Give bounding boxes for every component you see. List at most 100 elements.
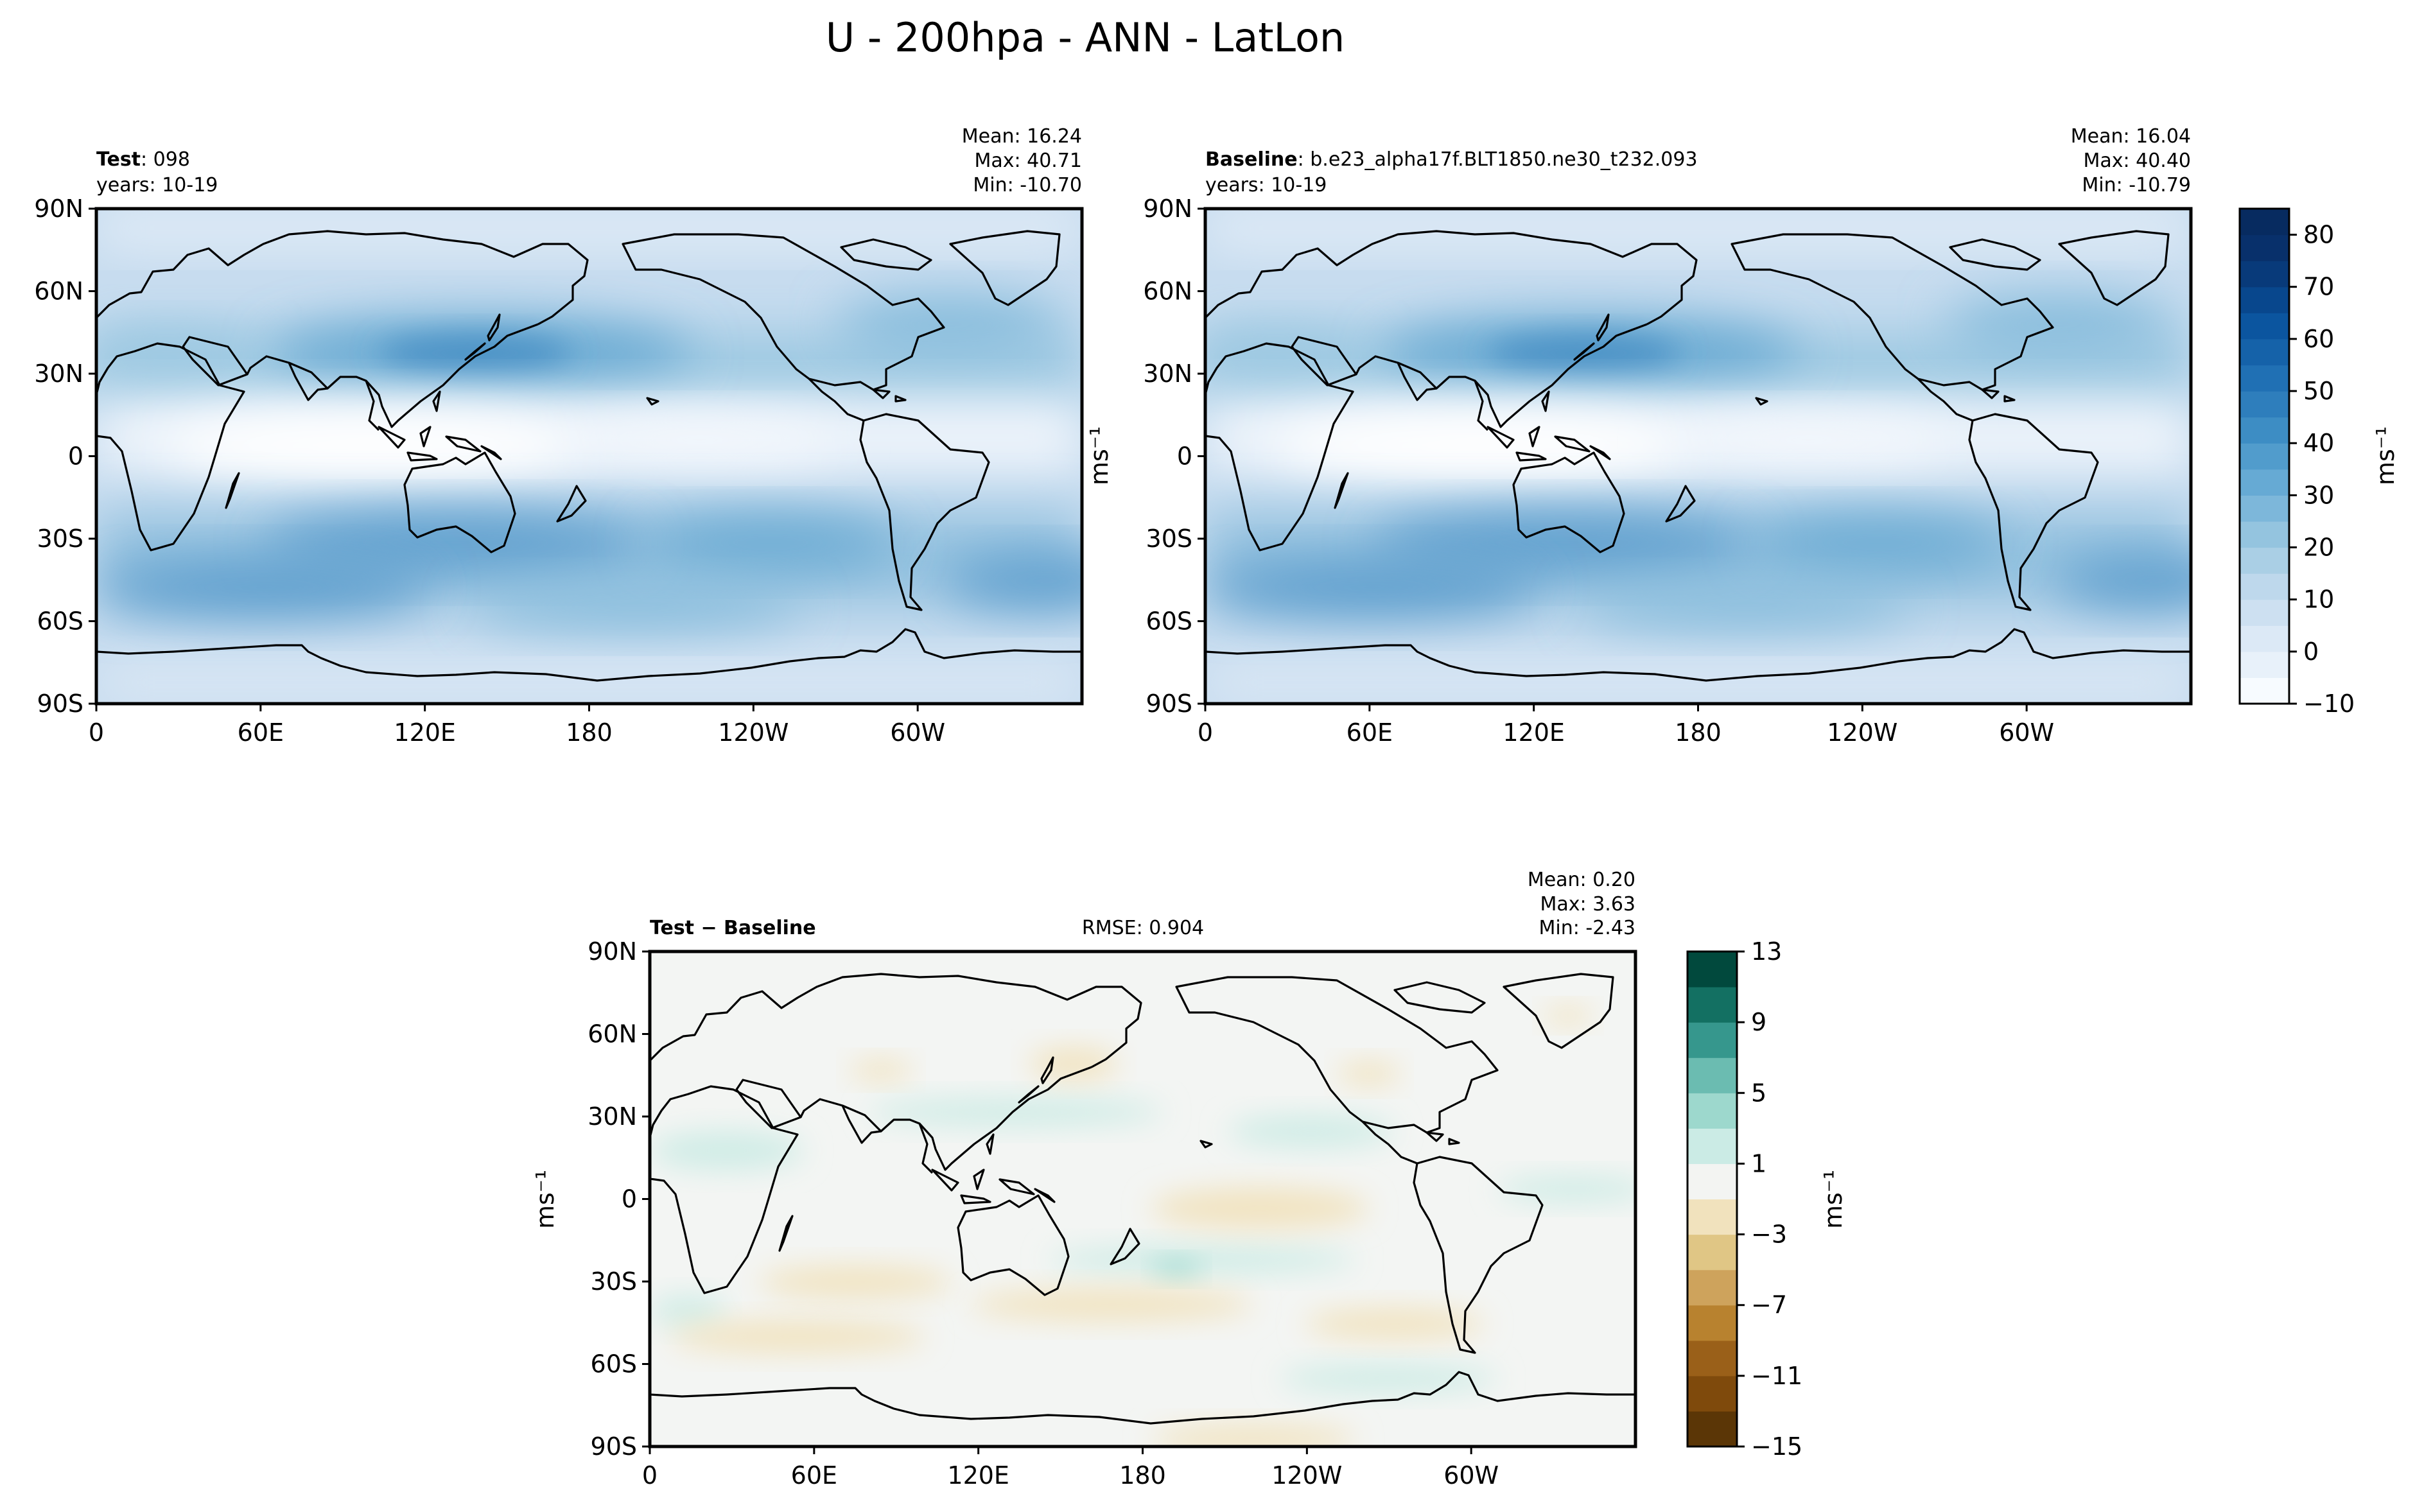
colorbar-tick-label: −10 bbox=[2303, 690, 2355, 718]
diff-colorbar-unit-label: ms⁻¹ bbox=[1819, 1170, 1847, 1229]
diff-unit-label: ms⁻¹ bbox=[531, 1170, 559, 1229]
colorbar-swatch bbox=[2240, 338, 2289, 366]
colorbar-swatch bbox=[2240, 443, 2289, 470]
test-panel: Test: 098 years: 10-19 Mean: 16.24 Max: … bbox=[34, 125, 1084, 747]
baseline-min: Min: -10.79 bbox=[2082, 174, 2191, 196]
lat-tick-label: 90N bbox=[588, 937, 637, 966]
baseline-unit-label: ms⁻¹ bbox=[1085, 426, 1113, 485]
lat-tick-label: 0 bbox=[68, 442, 83, 471]
colorbar-tick-label: 30 bbox=[2303, 481, 2334, 509]
colorbar-swatch bbox=[2240, 625, 2289, 652]
lat-tick-label: 60S bbox=[591, 1350, 637, 1378]
lat-tick-label: 0 bbox=[1177, 442, 1192, 471]
diff-colorbar-frame bbox=[1686, 950, 1738, 1448]
colorbar-tick-label: −7 bbox=[1751, 1291, 1787, 1319]
colorbar-swatch bbox=[1687, 952, 1737, 987]
colorbar-swatch bbox=[2240, 234, 2289, 261]
colorbar-swatch bbox=[1687, 1340, 1737, 1377]
lon-tick-label: 0 bbox=[89, 718, 104, 747]
colorbar-swatch bbox=[2240, 547, 2289, 574]
lat-tick-label: 0 bbox=[622, 1185, 637, 1213]
colorbar-tick-label: −11 bbox=[1751, 1362, 1802, 1390]
lat-tick-label: 60S bbox=[37, 607, 83, 636]
colorbar-swatch bbox=[1687, 1375, 1737, 1412]
main-colorbar: 80 70 60 50 40 30 20 10 0 −10 ms⁻¹ bbox=[2238, 207, 2400, 718]
test-years: years: 10-19 bbox=[96, 174, 218, 196]
colorbar-tick-label: 80 bbox=[2303, 221, 2334, 249]
colorbar-swatch bbox=[2240, 286, 2289, 313]
baseline-lon-axis: 0 60E 120E 180 120W 60W bbox=[1198, 704, 2054, 747]
colorbar-swatch bbox=[2240, 469, 2289, 496]
lon-tick-label: 0 bbox=[642, 1461, 658, 1490]
colorbar-swatch bbox=[2240, 573, 2289, 600]
lon-tick-label: 60W bbox=[1443, 1461, 1499, 1490]
lon-tick-label: 120W bbox=[1271, 1461, 1342, 1490]
colorbar-swatch bbox=[2240, 209, 2289, 236]
colorbar-swatch bbox=[1687, 1093, 1737, 1129]
lon-tick-label: 180 bbox=[1675, 718, 1722, 747]
colorbar-swatch bbox=[2240, 417, 2289, 444]
lon-tick-label: 60W bbox=[1999, 718, 2054, 747]
colorbar-swatch bbox=[1687, 987, 1737, 1023]
colorbar-tick-label: 50 bbox=[2303, 377, 2334, 405]
colorbar-tick-label: 1 bbox=[1751, 1149, 1766, 1177]
baseline-years: years: 10-19 bbox=[1205, 174, 1327, 196]
lon-tick-label: 0 bbox=[1198, 718, 1213, 747]
colorbar-swatch bbox=[1687, 1057, 1737, 1093]
colorbar-swatch bbox=[1687, 1411, 1737, 1447]
colorbar-swatch bbox=[1687, 1128, 1737, 1165]
lon-tick-label: 120W bbox=[718, 718, 789, 747]
lon-tick-label: 120E bbox=[394, 718, 456, 747]
diff-colorbar: 13 9 5 1 −3 −7 −11 −15 ms⁻¹ bbox=[1686, 937, 1847, 1461]
lat-tick-label: 30N bbox=[588, 1102, 637, 1131]
diff-panel: Test − Baseline RMSE: 0.904 Mean: 0.20 M… bbox=[531, 869, 1637, 1490]
test-max: Max: 40.71 bbox=[974, 150, 1082, 172]
colorbar-swatch bbox=[1687, 1269, 1737, 1306]
colorbar-swatch bbox=[1687, 1163, 1737, 1200]
colorbar-tick-label: 70 bbox=[2303, 273, 2334, 301]
colorbar-swatch bbox=[1687, 1199, 1737, 1235]
test-label: Test: 098 bbox=[96, 148, 190, 171]
colorbar-swatch bbox=[2240, 495, 2289, 522]
figure-title: U - 200hpa - ANN - LatLon bbox=[826, 14, 1345, 61]
colorbar-tick-label: 10 bbox=[2303, 586, 2334, 614]
colorbar-tick-label: −15 bbox=[1751, 1432, 1802, 1461]
diff-lon-axis: 0 60E 120E 180 120W 60W bbox=[642, 1447, 1499, 1490]
colorbar-tick-label: 13 bbox=[1751, 937, 1782, 966]
diff-lat-axis: 90N 60N 30N 0 30S 60S 90S bbox=[588, 937, 650, 1461]
lat-tick-label: 30S bbox=[1146, 525, 1192, 553]
colorbar-swatch bbox=[2240, 261, 2289, 288]
diff-colorbar-ticks: 13 9 5 1 −3 −7 −11 −15 bbox=[1737, 937, 1802, 1461]
colorbar-tick-label: 0 bbox=[2303, 638, 2319, 666]
lat-tick-label: 90S bbox=[37, 690, 83, 718]
lat-tick-label: 90N bbox=[34, 195, 83, 223]
colorbar-swatch bbox=[2240, 365, 2289, 392]
test-map-field bbox=[96, 209, 1082, 704]
lon-tick-label: 60E bbox=[791, 1461, 837, 1490]
colorbar-tick-label: −3 bbox=[1751, 1221, 1787, 1249]
diff-max: Max: 3.63 bbox=[1540, 893, 1635, 916]
test-min: Min: -10.70 bbox=[973, 174, 1082, 196]
colorbar-swatch bbox=[2240, 521, 2289, 548]
lon-tick-label: 120E bbox=[1503, 718, 1565, 747]
main-colorbar-frame bbox=[2238, 207, 2290, 705]
colorbar-tick-label: 60 bbox=[2303, 325, 2334, 353]
lon-tick-label: 60E bbox=[238, 718, 284, 747]
diff-map-field bbox=[650, 952, 1635, 1454]
colorbar-swatch bbox=[2240, 391, 2289, 418]
colorbar-tick-label: 40 bbox=[2303, 429, 2334, 457]
colorbar-swatch bbox=[2240, 313, 2289, 340]
baseline-max: Max: 40.40 bbox=[2083, 150, 2191, 172]
diff-mean: Mean: 0.20 bbox=[1528, 869, 1635, 891]
colorbar-tick-label: 9 bbox=[1751, 1008, 1766, 1036]
lat-tick-label: 60S bbox=[1146, 607, 1192, 636]
lon-tick-label: 180 bbox=[1119, 1461, 1166, 1490]
lat-tick-label: 60N bbox=[1143, 277, 1192, 306]
colorbar-swatch bbox=[2240, 599, 2289, 626]
lat-tick-label: 30S bbox=[37, 525, 83, 553]
test-lat-axis: 90N 60N 30N 0 30S 60S 90S bbox=[34, 195, 96, 718]
main-colorbar-ticks: 80 70 60 50 40 30 20 10 0 −10 bbox=[2289, 221, 2355, 718]
lon-tick-label: 120W bbox=[1827, 718, 1897, 747]
lat-tick-label: 90S bbox=[1146, 690, 1192, 718]
lon-tick-label: 60E bbox=[1347, 718, 1393, 747]
